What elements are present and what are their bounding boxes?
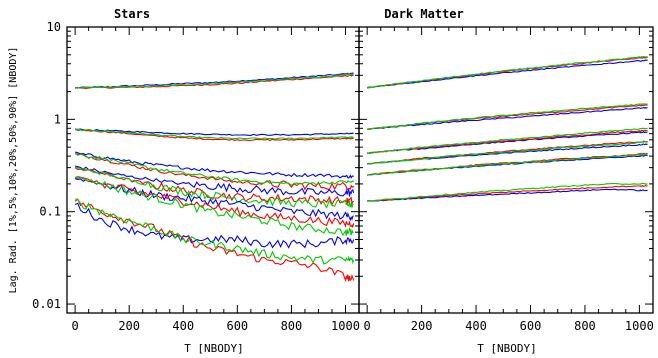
series-line-red	[367, 129, 648, 155]
x-tick-label: 0	[364, 319, 371, 333]
series-line-green	[367, 127, 648, 155]
y-tick-label: 10	[47, 20, 61, 34]
y-tick-label: 1	[54, 112, 61, 126]
x-tick-label: 200	[118, 319, 140, 333]
series-line-blue	[367, 131, 648, 154]
series-line-green	[367, 141, 648, 165]
series-line-green	[367, 182, 648, 202]
series-line-green	[367, 55, 648, 89]
x-tick-label: 800	[574, 319, 596, 333]
series-line-green	[74, 73, 354, 89]
series-line-blue	[367, 154, 648, 176]
x-tick-label: 800	[281, 319, 303, 333]
series-line-blue	[367, 59, 648, 88]
y-tick-label: 0.01	[32, 297, 61, 311]
series-line-green	[367, 153, 648, 176]
series-line-blue	[367, 188, 648, 202]
x-tick-label: 600	[520, 319, 542, 333]
series-line-blue	[74, 202, 355, 249]
series-line-red	[74, 167, 354, 206]
y-tick-label: 0.1	[39, 205, 61, 219]
series-line-red	[367, 184, 648, 202]
series-line-blue	[74, 165, 355, 197]
stars-panel: 0 200 400 600 800 1000 0.01 0.1 1 10	[32, 20, 360, 333]
series-line-red	[74, 128, 354, 141]
plot-frame	[358, 26, 654, 314]
series-line-red	[74, 176, 355, 229]
x-tick-label: 200	[411, 319, 433, 333]
series-line-blue	[74, 151, 354, 179]
x-tick-label: 1000	[625, 319, 654, 333]
series-line-red	[74, 153, 355, 191]
x-tick-label: 600	[226, 319, 248, 333]
x-tick-label: 400	[465, 319, 487, 333]
panel-title-dark-matter: Dark Matter	[384, 7, 463, 21]
series-line-blue	[367, 106, 648, 131]
y-axis-label: Lag. Rad. [1%,5%,10%,20%,50%,90%] [NBODY…	[8, 47, 19, 294]
x-axis-label-dark-matter: T [NBODY]	[477, 342, 537, 355]
series-line-green	[367, 103, 648, 130]
series-line-green	[74, 175, 354, 237]
series-line-blue	[75, 128, 354, 136]
series-line-green	[74, 198, 355, 265]
x-tick-label: 0	[71, 319, 78, 333]
series-line-green	[75, 128, 354, 140]
series-line-red	[74, 198, 355, 283]
panel-title-stars: Stars	[114, 7, 150, 21]
x-tick-label: 1000	[331, 319, 360, 333]
series-line-green	[75, 166, 354, 210]
dark-matter-panel: 0 200 400 600 800 1000	[358, 26, 654, 333]
x-axis-label-stars: T [NBODY]	[184, 342, 244, 355]
series-line-green	[74, 152, 354, 186]
series-line-blue	[75, 72, 354, 89]
x-tick-label: 400	[172, 319, 194, 333]
series-line-blue	[74, 177, 354, 222]
